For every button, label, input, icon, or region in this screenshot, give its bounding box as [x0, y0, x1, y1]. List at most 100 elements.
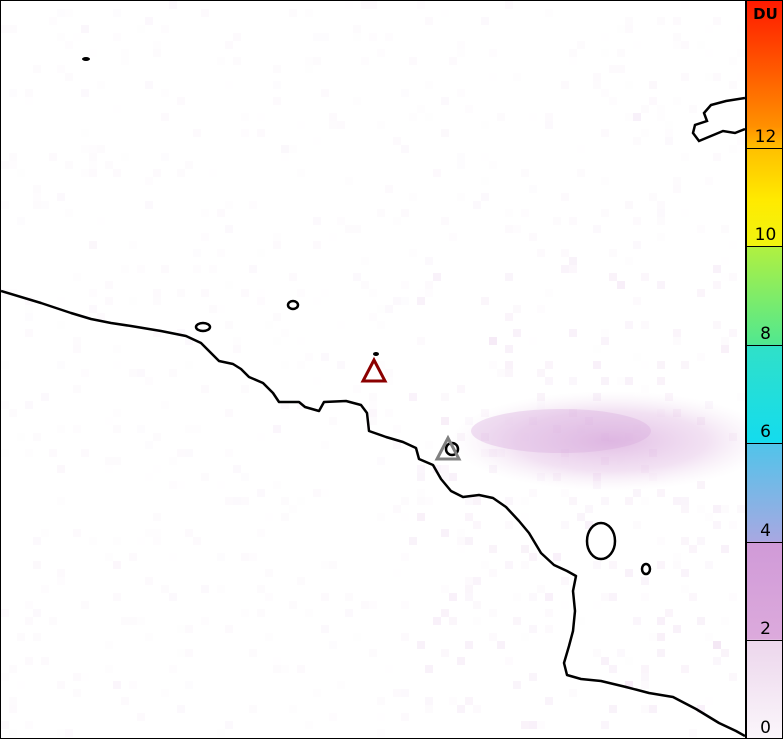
so2-pixel	[321, 449, 329, 457]
so2-pixel	[521, 633, 529, 641]
so2-pixel	[81, 145, 89, 153]
so2-pixel	[329, 561, 337, 569]
so2-pixel	[89, 145, 97, 153]
so2-pixel	[657, 209, 665, 217]
so2-pixel	[673, 41, 681, 49]
so2-pixel	[593, 361, 601, 369]
so2-pixel	[625, 321, 633, 329]
so2-pixel	[281, 329, 289, 337]
so2-pixel	[313, 137, 321, 145]
so2-pixel	[633, 241, 641, 249]
so2-pixel	[713, 505, 721, 513]
so2-pixel	[481, 153, 489, 161]
so2-pixel	[305, 721, 313, 729]
so2-pixel	[225, 721, 233, 729]
so2-pixel	[145, 577, 153, 585]
so2-pixel	[81, 601, 89, 609]
so2-pixel	[361, 281, 369, 289]
so2-pixel	[473, 705, 481, 713]
so2-pixel	[417, 297, 425, 305]
so2-pixel	[377, 457, 385, 465]
so2-pixel	[353, 273, 361, 281]
so2-pixel	[417, 465, 425, 473]
so2-pixel	[273, 337, 281, 345]
so2-pixel	[233, 33, 241, 41]
so2-pixel	[345, 1, 353, 9]
so2-pixel	[465, 641, 473, 649]
so2-pixel	[153, 289, 161, 297]
so2-pixel	[705, 49, 713, 57]
so2-pixel	[705, 561, 713, 569]
so2-pixel	[257, 233, 265, 241]
so2-pixel	[329, 113, 337, 121]
so2-pixel	[81, 25, 89, 33]
so2-pixel	[457, 657, 465, 665]
so2-pixel	[305, 9, 313, 17]
so2-pixel	[681, 585, 689, 593]
so2-pixel	[521, 721, 529, 729]
so2-pixel	[729, 241, 737, 249]
so2-pixel	[305, 361, 313, 369]
so2-pixel	[489, 337, 497, 345]
so2-pixel	[633, 217, 641, 225]
so2-pixel	[737, 505, 745, 513]
so2-pixel	[33, 633, 41, 641]
so2-pixel	[633, 113, 641, 121]
so2-pixel	[441, 473, 449, 481]
so2-pixel	[601, 177, 609, 185]
so2-pixel	[105, 665, 113, 673]
so2-pixel	[169, 369, 177, 377]
so2-pixel	[489, 73, 497, 81]
so2-pixel	[113, 593, 121, 601]
so2-pixel	[441, 529, 449, 537]
so2-pixel	[353, 633, 361, 641]
so2-pixel	[489, 337, 497, 345]
so2-pixel	[105, 297, 113, 305]
so2-pixel	[673, 497, 681, 505]
so2-pixel	[225, 81, 233, 89]
so2-pixel	[401, 281, 409, 289]
so2-pixel	[185, 529, 193, 537]
so2-pixel	[137, 537, 145, 545]
so2-pixel	[9, 161, 17, 169]
so2-pixel	[705, 697, 713, 705]
so2-pixel	[737, 145, 745, 153]
so2-pixel	[457, 705, 465, 713]
so2-pixel	[257, 609, 265, 617]
so2-pixel	[17, 433, 25, 441]
so2-pixel	[417, 497, 425, 505]
so2-pixel	[177, 481, 185, 489]
so2-pixel	[425, 705, 433, 713]
so2-pixel	[241, 113, 249, 121]
so2-pixel	[489, 361, 497, 369]
so2-pixel	[89, 289, 97, 297]
so2-pixel	[697, 705, 705, 713]
so2-pixel	[737, 393, 745, 401]
so2-pixel	[201, 233, 209, 241]
so2-pixel	[177, 625, 185, 633]
so2-pixel	[425, 497, 433, 505]
so2-pixel	[233, 465, 241, 473]
so2-pixel	[649, 81, 657, 89]
so2-pixel	[609, 665, 617, 673]
so2-pixel	[681, 41, 689, 49]
so2-pixel	[121, 697, 129, 705]
so2-pixel	[289, 505, 297, 513]
so2-pixel	[625, 681, 633, 689]
so2-pixel	[697, 41, 705, 49]
so2-pixel	[337, 361, 345, 369]
so2-pixel	[657, 113, 665, 121]
so2-pixel	[417, 473, 425, 481]
so2-pixel	[529, 721, 537, 729]
colorbar-tick-label: 12	[754, 126, 777, 147]
so2-pixel	[241, 129, 249, 137]
so2-pixel	[633, 521, 641, 529]
so2-pixel	[305, 353, 313, 361]
so2-pixel	[425, 17, 433, 25]
so2-pixel	[353, 225, 361, 233]
so2-pixel	[529, 337, 537, 345]
so2-pixel	[457, 545, 465, 553]
so2-pixel	[641, 105, 649, 113]
so2-pixel	[713, 641, 721, 649]
